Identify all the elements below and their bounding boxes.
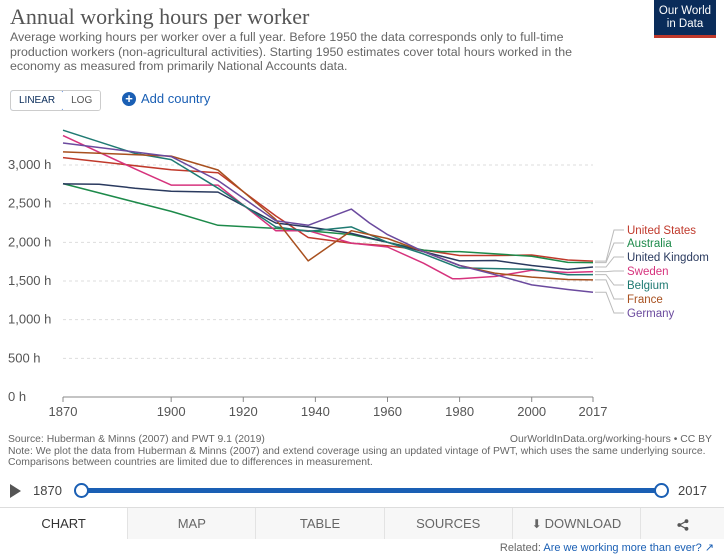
legend-label: France: [627, 294, 663, 306]
series-line-united-kingdom: [62, 183, 594, 271]
legend-label: United Kingdom: [627, 252, 709, 264]
series-line-united-states: [62, 156, 594, 262]
license-link[interactable]: OurWorldInData.org/working-hours • CC BY: [509, 434, 712, 445]
timeline-start-label: 1870: [33, 483, 62, 498]
legend-connector: [595, 229, 624, 262]
download-icon: ⬇: [531, 517, 542, 531]
y-tick-label: 1,500 h: [8, 273, 51, 288]
tab-bar: CHART MAP TABLE SOURCES ⬇ DOWNLOAD: [0, 507, 724, 539]
x-tick-label: 1940: [301, 404, 330, 419]
y-tick-label: 2,500 h: [8, 196, 51, 211]
legend-label: Germany: [627, 308, 675, 320]
related-link-row: Related: Are we working more than ever? …: [500, 541, 714, 554]
tab-download[interactable]: ⬇ DOWNLOAD: [511, 508, 641, 539]
tab-sources[interactable]: SOURCES: [383, 508, 512, 539]
x-tick-label: 1960: [373, 404, 402, 419]
footer-note: Source: Huberman & Minns (2007) and PWT …: [8, 434, 716, 469]
legend-label: United States: [627, 225, 696, 237]
series-line-france: [62, 151, 594, 281]
logo-line-1: Our World: [658, 5, 712, 17]
series-line-sweden: [62, 134, 594, 280]
source-text: Source: Huberman & Minns (2007) and PWT …: [8, 434, 265, 445]
legend-connector: [595, 270, 624, 273]
series-line-belgium: [62, 129, 594, 276]
legend-connector: [595, 279, 624, 300]
add-country-label: Add country: [141, 91, 211, 106]
tab-download-label: DOWNLOAD: [544, 516, 622, 531]
external-link-icon[interactable]: ↗: [704, 542, 714, 554]
logo-line-2: in Data: [666, 18, 704, 30]
line-chart: 0 h 500 h 1,000 h 1,500 h 2,000 h 2,500 h 3,00…: [8, 129, 709, 419]
x-tick-label: 2000: [517, 404, 546, 419]
note-text: Note: We plot the data from Huberman & M…: [8, 445, 706, 469]
add-country-button[interactable]: + Add country: [122, 91, 210, 106]
legend-connector: [595, 242, 624, 264]
x-tick-label: 1900: [157, 404, 186, 419]
share-button[interactable]: [640, 508, 724, 539]
tab-map[interactable]: MAP: [127, 508, 256, 539]
x-tick-label: 1980: [445, 404, 474, 419]
timeline-end-handle[interactable]: [654, 483, 669, 498]
chart-title: Annual working hours per worker: [10, 4, 310, 29]
y-tick-label: 500 h: [8, 350, 41, 365]
legend-connector: [595, 256, 624, 268]
legend-label: Australia: [627, 238, 672, 250]
timeline-track[interactable]: [81, 488, 661, 493]
owid-logo[interactable]: Our World in Data: [654, 0, 716, 38]
x-tick-label: 1920: [229, 404, 258, 419]
timeline: 1870 2017: [0, 478, 724, 504]
scale-toggle: LINEAR LOG: [10, 90, 102, 111]
y-tick-label: 3,000 h: [8, 157, 51, 172]
x-tick-label: 2017: [579, 404, 608, 419]
series-line-australia: [62, 182, 594, 264]
series-line-germany: [62, 142, 594, 294]
chart-subtitle: Average working hours per worker over a …: [10, 30, 572, 73]
y-tick-label: 0 h: [8, 389, 26, 404]
legend-label: Belgium: [627, 280, 669, 292]
timeline-end-label: 2017: [678, 483, 707, 498]
x-tick-label: 1870: [49, 404, 78, 419]
plus-circle-icon: +: [122, 91, 136, 106]
legend-connector: [595, 274, 624, 286]
share-icon: [676, 518, 688, 531]
timeline-start-handle[interactable]: [74, 483, 89, 498]
related-article-link[interactable]: Are we working more than ever?: [543, 542, 702, 554]
tab-chart[interactable]: CHART: [0, 508, 128, 539]
y-tick-label: 1,000 h: [8, 312, 51, 327]
y-tick-label: 2,000 h: [8, 234, 51, 249]
linear-scale-button[interactable]: LINEAR: [11, 91, 65, 110]
log-scale-button[interactable]: LOG: [63, 91, 101, 110]
related-prefix: Related:: [499, 542, 541, 554]
tab-table[interactable]: TABLE: [255, 508, 384, 539]
play-icon[interactable]: [10, 484, 21, 498]
legend-connector: [595, 291, 624, 314]
legend-label: Sweden: [627, 266, 669, 278]
